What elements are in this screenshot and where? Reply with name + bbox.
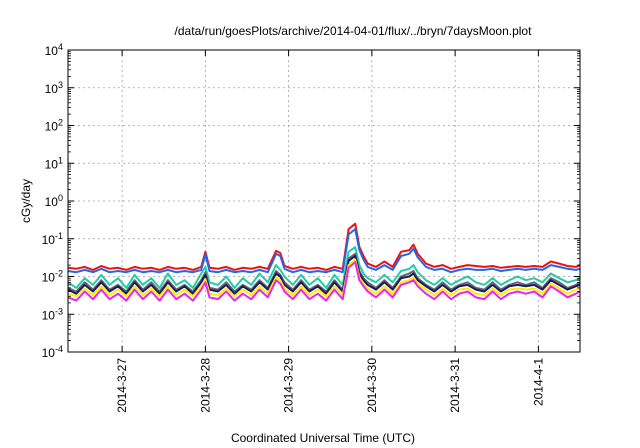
series-line-4 [67,252,581,293]
series-lines [67,222,581,302]
chart-title: /data/run/goesPlots/archive/2014-04-01/f… [175,24,533,38]
y-tick-label: 102 [45,118,63,134]
x-tick-label: 2014-3-27 [115,358,129,413]
y-tick-label: 100 [45,193,63,209]
grid [68,50,580,352]
series-line-1 [67,222,581,271]
y-tick-label: 10-4 [42,344,63,360]
series-line-2 [67,228,581,274]
series-line-6 [67,258,581,298]
y-tick-label: 104 [45,42,63,58]
y-tick-label: 10-1 [42,231,63,247]
x-tick-label: 2014-3-30 [365,358,379,413]
x-tick-label: 2014-3-31 [448,358,462,413]
y-axis-ticks: 10-4 10-3 10-2 10-1 100 101 102 103 104 [42,42,580,360]
x-tick-label: 2014-4-1 [531,358,545,406]
y-axis-label: cGy/day [19,179,33,223]
series-line-7 [67,261,581,302]
y-tick-label: 10-3 [42,306,63,322]
y-tick-label: 103 [45,80,63,96]
x-tick-label: 2014-3-29 [282,358,296,413]
series-line-3 [67,246,581,289]
x-tick-label: 2014-3-28 [198,358,212,413]
x-axis-label: Coordinated Universal Time (UTC) [231,431,415,445]
y-tick-label: 101 [45,155,63,171]
series-line-5 [67,255,581,295]
x-axis-ticks: 2014-3-27 2014-3-28 2014-3-29 2014-3-30 2014… [115,50,545,413]
y-tick-label: 10-2 [42,269,63,285]
